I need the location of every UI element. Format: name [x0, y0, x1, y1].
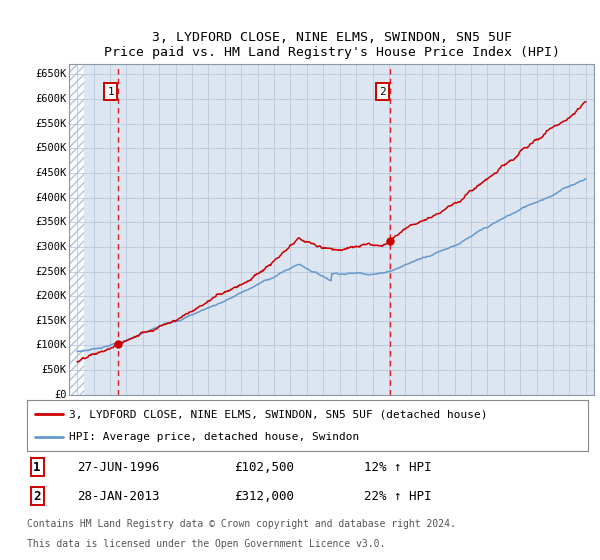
Text: £400K: £400K	[35, 193, 67, 203]
Text: 27-JUN-1996: 27-JUN-1996	[77, 460, 160, 474]
Text: £312,000: £312,000	[235, 489, 295, 503]
Text: £150K: £150K	[35, 316, 67, 326]
Text: 1: 1	[34, 460, 41, 474]
Text: £200K: £200K	[35, 291, 67, 301]
Text: 12% ↑ HPI: 12% ↑ HPI	[364, 460, 431, 474]
Text: £250K: £250K	[35, 267, 67, 277]
Text: 2: 2	[379, 87, 386, 96]
Text: 28-JAN-2013: 28-JAN-2013	[77, 489, 160, 503]
Text: 1: 1	[107, 87, 114, 96]
Text: £350K: £350K	[35, 217, 67, 227]
Text: £600K: £600K	[35, 94, 67, 104]
Text: 22% ↑ HPI: 22% ↑ HPI	[364, 489, 431, 503]
Text: £300K: £300K	[35, 242, 67, 252]
Title: 3, LYDFORD CLOSE, NINE ELMS, SWINDON, SN5 5UF
Price paid vs. HM Land Registry's : 3, LYDFORD CLOSE, NINE ELMS, SWINDON, SN…	[104, 31, 560, 59]
Bar	[69, 64, 84, 395]
Text: HPI: Average price, detached house, Swindon: HPI: Average price, detached house, Swin…	[69, 432, 359, 442]
Text: £100K: £100K	[35, 340, 67, 351]
Text: £450K: £450K	[35, 168, 67, 178]
Text: Contains HM Land Registry data © Crown copyright and database right 2024.: Contains HM Land Registry data © Crown c…	[27, 519, 456, 529]
Text: This data is licensed under the Open Government Licence v3.0.: This data is licensed under the Open Gov…	[27, 539, 385, 549]
Text: £102,500: £102,500	[235, 460, 295, 474]
Text: £0: £0	[54, 390, 67, 400]
Text: £500K: £500K	[35, 143, 67, 153]
Text: £550K: £550K	[35, 119, 67, 129]
Text: 2: 2	[34, 489, 41, 503]
Text: £650K: £650K	[35, 69, 67, 80]
Text: 3, LYDFORD CLOSE, NINE ELMS, SWINDON, SN5 5UF (detached house): 3, LYDFORD CLOSE, NINE ELMS, SWINDON, SN…	[69, 409, 488, 419]
Text: £50K: £50K	[41, 365, 67, 375]
